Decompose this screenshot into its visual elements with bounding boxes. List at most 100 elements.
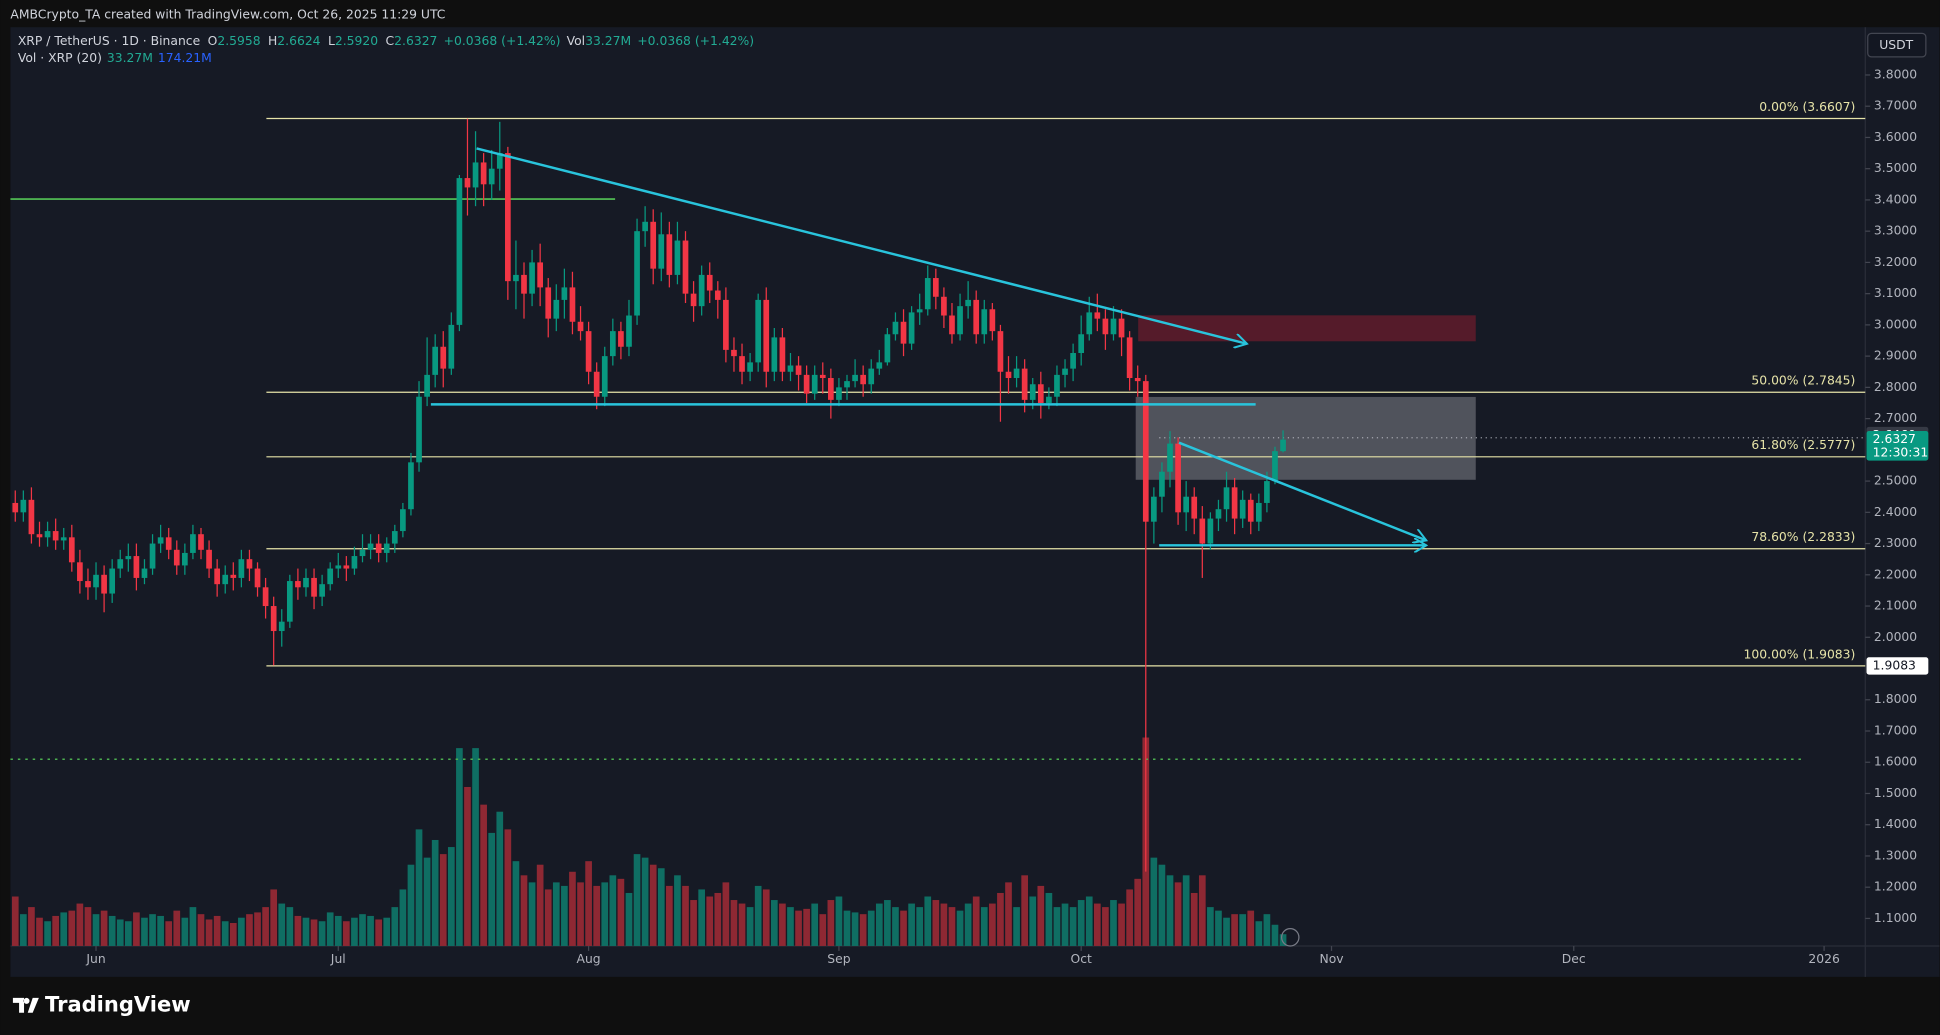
volume-bar: [997, 892, 1004, 946]
candle-body: [577, 321, 584, 332]
volume-bar: [1069, 907, 1077, 946]
volume-bar: [924, 896, 932, 946]
volume-bar: [916, 907, 924, 946]
currency[interactable]: USDT: [1879, 38, 1913, 52]
candle-body: [60, 537, 67, 541]
volume-bar: [391, 907, 399, 946]
volume-bar: [60, 912, 68, 946]
volume-ma: 174.21M: [158, 51, 212, 65]
candle-body: [545, 287, 552, 319]
candle-body: [666, 234, 673, 275]
demand-zone: [1135, 396, 1476, 480]
x-tick-label: Aug: [577, 952, 601, 966]
trendlines: [430, 147, 1426, 545]
y-tick-label: 1.4000: [1874, 817, 1917, 831]
volume-bar: [625, 892, 633, 946]
candle-body: [68, 537, 75, 563]
y-tick-label: 1.7000: [1874, 724, 1917, 738]
volume-bar: [762, 889, 770, 946]
volume-bar: [948, 907, 956, 946]
volume-bar: [1029, 896, 1037, 946]
price-axis: [1865, 27, 1940, 977]
volume-bar: [456, 748, 463, 946]
candle-body: [488, 168, 495, 185]
candle-body: [795, 365, 802, 375]
volume-bar: [657, 868, 665, 946]
volume-bar: [472, 748, 479, 946]
volume-bar: [246, 914, 253, 946]
candle-body: [238, 559, 245, 578]
volume-bar: [787, 907, 794, 946]
volume-bar: [1247, 910, 1255, 946]
candle-body: [432, 346, 439, 375]
candle-body: [868, 368, 875, 385]
legend-value: 2.6327: [394, 33, 437, 47]
candle-body: [496, 153, 503, 169]
y-tick-label: 1.2000: [1874, 880, 1917, 894]
candle-body: [28, 499, 35, 535]
legend-key: Vol: [567, 33, 586, 47]
legend-value: 33.27M: [585, 33, 631, 47]
volume-bar: [1207, 907, 1214, 946]
volume-bar: [1021, 875, 1028, 946]
candle-body: [957, 306, 963, 335]
volume-bar: [68, 910, 76, 946]
x-tick-label: 2026: [1808, 952, 1840, 966]
candle-body: [537, 262, 543, 288]
volume-bar: [11, 896, 19, 946]
candle-body: [747, 362, 753, 372]
volume-bar: [254, 912, 261, 946]
candle-body: [650, 221, 657, 269]
y-tick-label: 2.5000: [1874, 474, 1917, 488]
volume-bar: [278, 903, 286, 946]
candle-body: [1151, 496, 1157, 522]
y-tick-label: 2.4000: [1874, 505, 1917, 519]
volume-bar: [359, 914, 366, 946]
candle-body: [391, 531, 398, 544]
candle-body: [505, 153, 511, 282]
candle-body: [860, 374, 866, 385]
candle-body: [133, 556, 140, 578]
candle-body: [125, 556, 132, 560]
volume-bar: [746, 907, 754, 946]
volume-bar: [399, 889, 407, 946]
candle-body: [1231, 487, 1238, 519]
candle-body: [1183, 496, 1190, 513]
x-tick-label: Jul: [330, 952, 346, 966]
candle-body: [424, 374, 430, 397]
volume-bar: [447, 847, 455, 946]
candle-body: [585, 331, 592, 372]
y-tick-label: 2.2000: [1874, 567, 1917, 581]
candle-body: [101, 574, 107, 594]
candle-body: [408, 462, 414, 510]
volume-bar: [464, 786, 471, 946]
volume-bar: [577, 882, 584, 946]
candle-body: [262, 587, 269, 607]
volume-bar: [213, 915, 221, 946]
volume-bar: [940, 903, 948, 946]
currency-button[interactable]: USDT: [1867, 32, 1927, 58]
volume-bar: [238, 917, 245, 946]
y-tick-label: 2.8000: [1874, 380, 1917, 394]
candle-body: [1005, 371, 1012, 378]
volume-bar: [875, 903, 883, 946]
currency-box[interactable]: [1867, 32, 1927, 58]
volume-bar: [1085, 896, 1093, 946]
candle-body: [416, 396, 422, 463]
volume-bar: [593, 885, 601, 946]
candle-body: [723, 299, 729, 350]
volume-bar: [666, 885, 673, 946]
candle-body: [916, 309, 923, 313]
volume-bar: [157, 915, 164, 946]
volume-bar: [189, 907, 197, 946]
volume-bar: [108, 915, 116, 946]
volume-bar: [552, 882, 560, 946]
fib-label: 78.60% (2.2833): [1751, 530, 1855, 544]
candle-body: [924, 278, 931, 310]
candle-body: [965, 299, 971, 307]
candle-body: [109, 568, 116, 594]
y-tick-label: 1.6000: [1874, 755, 1917, 769]
candle-body: [367, 543, 374, 550]
candle-body: [593, 371, 600, 397]
